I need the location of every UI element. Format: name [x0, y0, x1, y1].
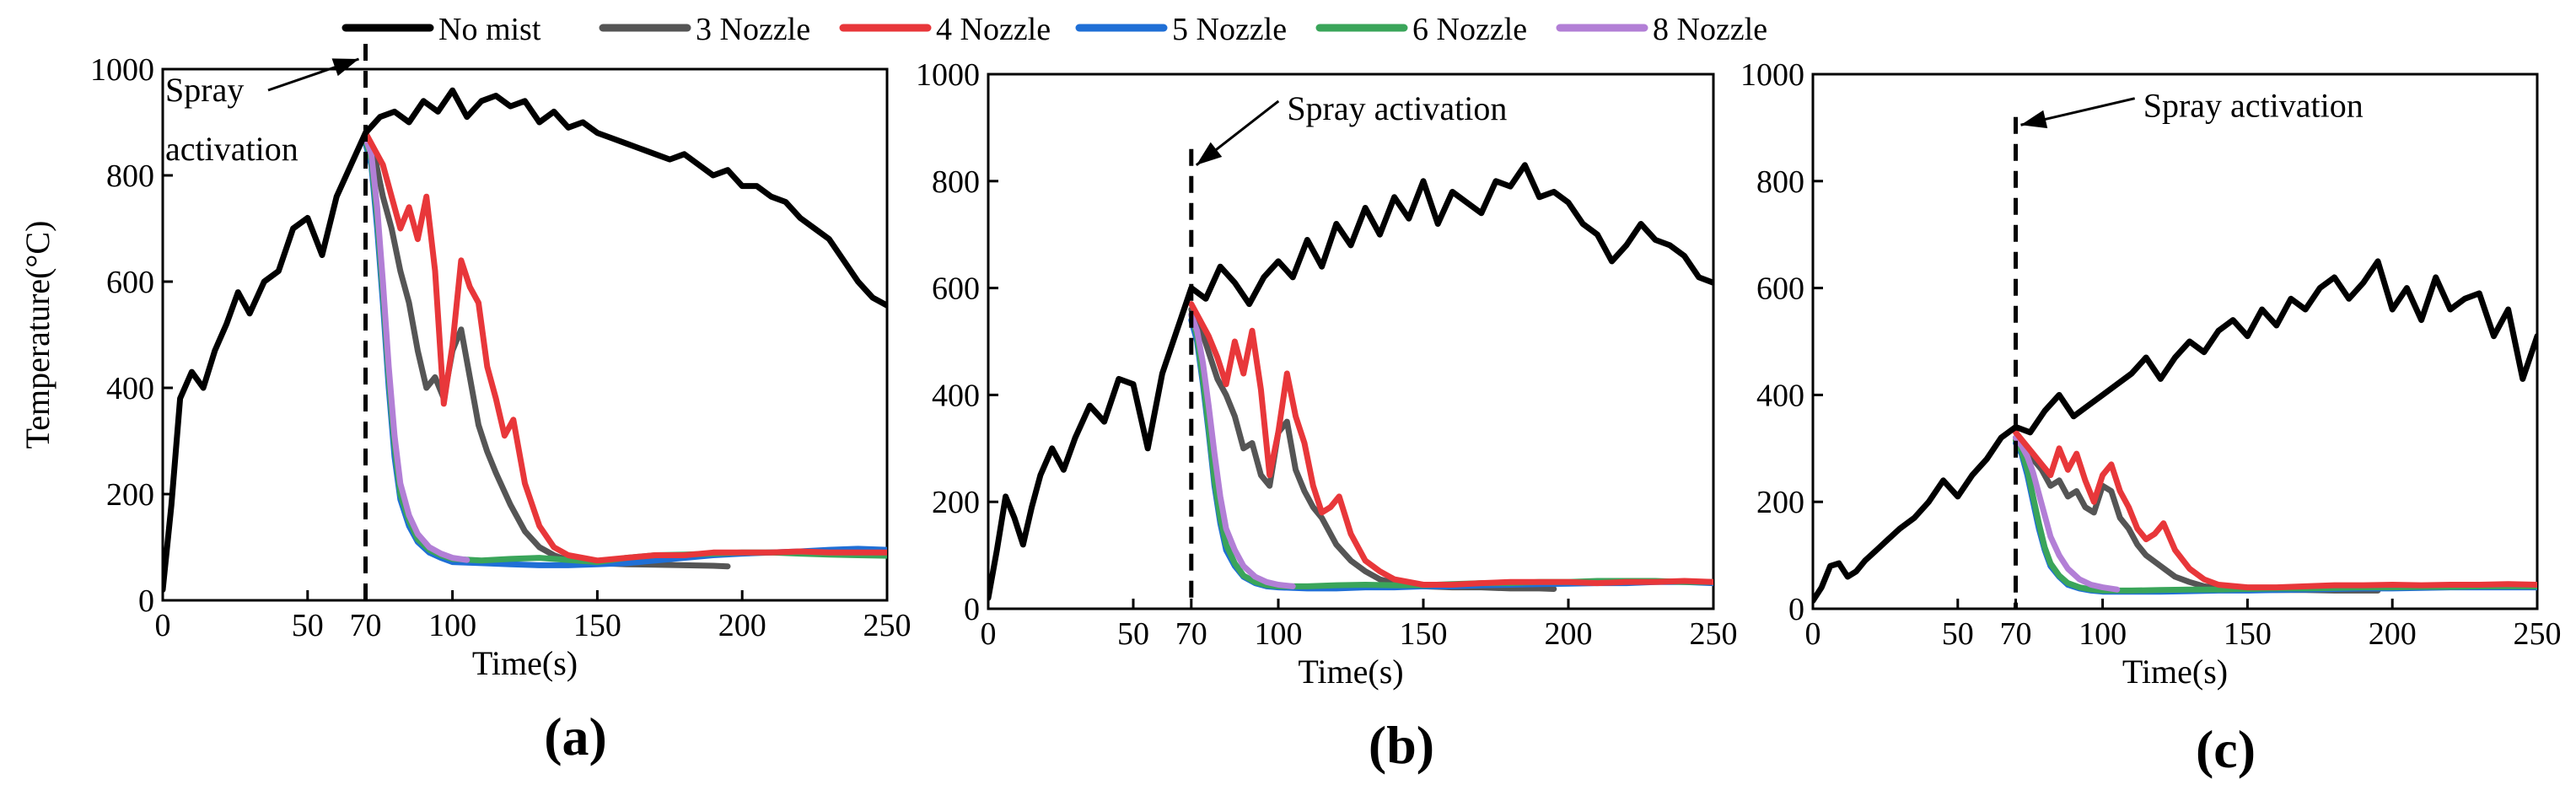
series-line-no-mist: [1813, 258, 2537, 604]
y-tick-label: 1000: [1740, 57, 1804, 93]
y-tick-label: 600: [106, 265, 154, 300]
series-line-no-mist: [988, 162, 1713, 601]
x-tick-label: 50: [1117, 616, 1149, 652]
x-tick-label: 0: [155, 608, 171, 643]
x-axis-title: Time(s): [472, 644, 578, 682]
series-group: [988, 162, 1713, 601]
legend-item: 4 Nozzle: [839, 12, 1051, 47]
legend-item: No mist: [341, 12, 541, 47]
series-line-5-nozzle: [2013, 440, 2537, 595]
panel-label: (a): [544, 707, 607, 766]
series-line-5-nozzle: [363, 140, 887, 568]
legend-label: 4 Nozzle: [936, 12, 1051, 47]
series-line-8-nozzle: [1188, 311, 1296, 589]
y-tick-label: 1000: [90, 52, 154, 88]
series-line-3-nozzle: [363, 135, 731, 570]
x-tick-label: 100: [2079, 616, 2127, 652]
series-line-4-nozzle: [363, 130, 887, 564]
series-group: [163, 87, 887, 593]
plot-frame: [987, 73, 1715, 610]
x-tick-label: 250: [2514, 616, 2562, 652]
annotation-arrowhead: [2020, 110, 2048, 129]
legend-item: 5 Nozzle: [1075, 12, 1287, 47]
series-line-8-nozzle: [2013, 434, 2121, 593]
y-tick-label: 600: [932, 271, 980, 307]
legend-item: 6 Nozzle: [1315, 12, 1527, 47]
series-group: [1813, 258, 2537, 604]
series-line-8-nozzle: [363, 135, 471, 563]
x-tick-label: 50: [1942, 616, 1974, 652]
y-axis-title: Temperature(°C): [19, 221, 56, 449]
panel-label: (c): [2196, 719, 2256, 779]
x-axis-title: Time(s): [2122, 653, 2228, 691]
annotation-arrowhead: [331, 58, 359, 77]
annotation-text: Spray: [165, 71, 244, 109]
x-tick-label: 70: [1175, 616, 1207, 652]
x-tick-label: 200: [718, 608, 766, 643]
x-tick-label: 0: [981, 616, 997, 652]
y-tick-label: 400: [932, 378, 980, 413]
legend-label: No mist: [438, 12, 541, 47]
x-tick-label: 250: [863, 608, 912, 643]
annotation-text: Spray activation: [1287, 89, 1507, 127]
y-tick-label: 1000: [916, 57, 980, 93]
annotation-arrowhead: [1196, 142, 1223, 165]
legend-item: 8 Nozzle: [1556, 12, 1767, 47]
legend-label: 6 Nozzle: [1412, 12, 1527, 47]
series-line-4-nozzle: [1188, 301, 1713, 588]
y-tick-label: 400: [106, 371, 154, 406]
annotation-text: Spray activation: [2143, 87, 2364, 125]
y-tick-label: 200: [106, 477, 154, 513]
x-tick-label: 50: [292, 608, 324, 643]
y-tick-label: 200: [1756, 485, 1804, 520]
y-tick-label: 0: [964, 592, 980, 627]
x-tick-label: 150: [573, 608, 621, 643]
y-tick-label: 0: [138, 583, 154, 619]
x-tick-label: 200: [2369, 616, 2417, 652]
annotation-text: activation: [165, 130, 298, 168]
x-tick-label: 100: [428, 608, 476, 643]
x-tick-label: 70: [2000, 616, 2032, 652]
chart-panel-a: 0 200 400 600 800 1000 0 50 70 100 150 200 250 Time(s…: [19, 44, 912, 766]
y-tick-label: 600: [1756, 271, 1804, 307]
legend-label: 3 Nozzle: [696, 12, 810, 47]
series-line-4-nozzle: [2013, 429, 2537, 591]
x-tick-label: 100: [1255, 616, 1303, 652]
legend-label: 5 Nozzle: [1172, 12, 1287, 47]
x-tick-label: 0: [1805, 616, 1821, 652]
y-tick-label: 800: [1756, 164, 1804, 200]
x-tick-label: 150: [2224, 616, 2272, 652]
chart-panel-c: 0 200 400 600 800 1000 0 50 70 100 150 200 250 Time(s…: [1740, 57, 2562, 779]
y-tick-label: 800: [932, 164, 980, 200]
chart-panel-b: 0 200 400 600 800 1000 0 50 70 100 150 200 250 Time(s…: [916, 57, 1738, 775]
series-line-no-mist: [163, 87, 887, 593]
y-tick-label: 800: [106, 159, 154, 194]
y-tick-label: 0: [1788, 592, 1804, 627]
x-tick-label: 250: [1690, 616, 1738, 652]
legend: No mist 3 Nozzle 4 Nozzle 5 Nozzle 6 Nozzle 8…: [341, 12, 1767, 47]
x-tick-label: 150: [1400, 616, 1448, 652]
x-tick-label: 70: [350, 608, 382, 643]
plot-frame: [161, 67, 889, 602]
y-tick-label: 400: [1756, 378, 1804, 413]
series-line-6-nozzle: [363, 137, 887, 566]
panel-label: (b): [1369, 715, 1434, 775]
legend-label: 8 Nozzle: [1653, 12, 1767, 47]
x-axis-title: Time(s): [1298, 653, 1403, 691]
y-tick-label: 200: [932, 485, 980, 520]
x-tick-label: 200: [1545, 616, 1593, 652]
legend-item: 3 Nozzle: [599, 12, 810, 47]
plot-frame: [1811, 73, 2539, 610]
